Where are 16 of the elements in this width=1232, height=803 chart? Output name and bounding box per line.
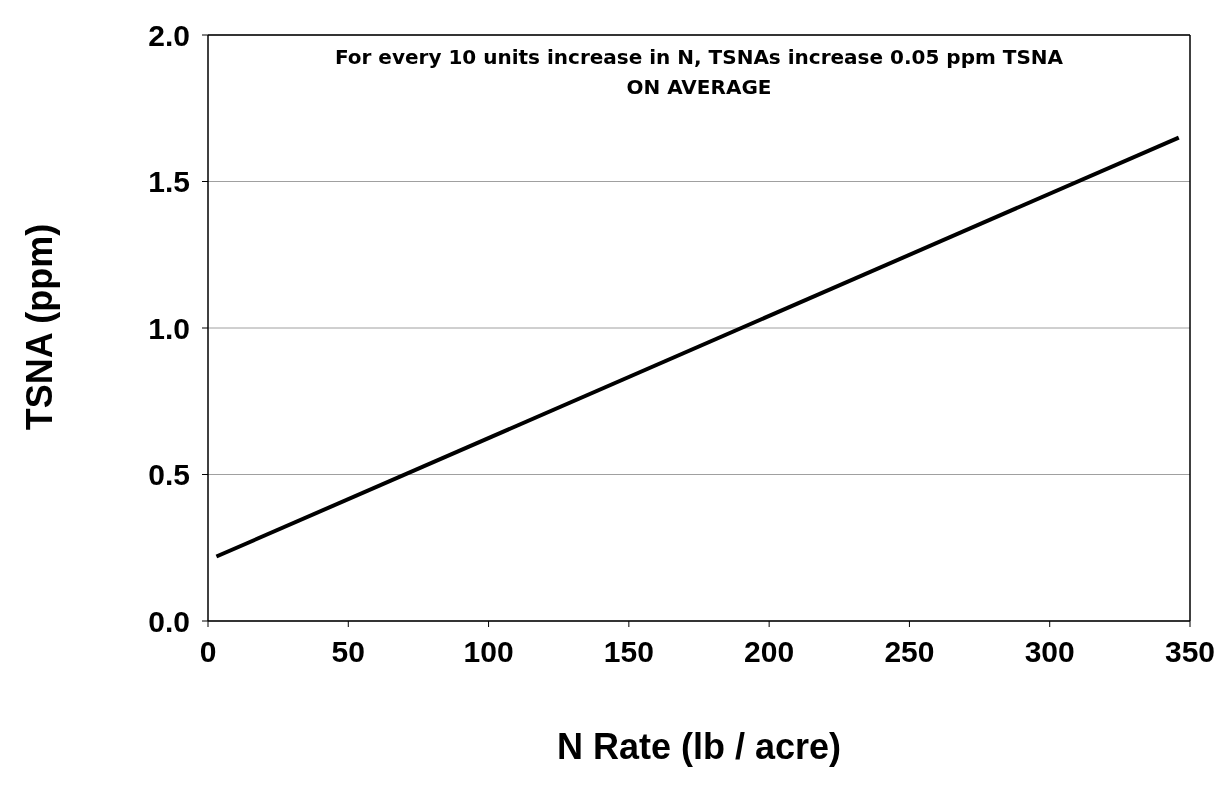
x-axis-title: N Rate (lb / acre) xyxy=(555,726,843,768)
x-tick-label: 100 xyxy=(463,635,514,669)
x-tick-label: 300 xyxy=(1024,635,1075,669)
y-tick-label: 0.0 xyxy=(148,604,190,638)
y-tick-label: 1.5 xyxy=(148,165,190,199)
y-axis-title: TSNA (ppm) xyxy=(19,223,61,431)
x-tick-label: 0 xyxy=(199,635,217,669)
x-tick-label: 250 xyxy=(884,635,935,669)
x-tick-label: 150 xyxy=(603,635,654,669)
y-tick-label: 1.0 xyxy=(148,311,190,345)
x-tick-label: 200 xyxy=(744,635,795,669)
x-tick-label: 350 xyxy=(1164,635,1216,669)
annotation: For every 10 units increase in N, TSNAs increase 0.05 ppm TSNA ON AVERAGE xyxy=(333,44,1065,101)
x-tick-label: 50 xyxy=(331,635,365,669)
y-tick-label: 0.5 xyxy=(148,458,190,492)
y-tick-label: 2.0 xyxy=(148,18,190,52)
